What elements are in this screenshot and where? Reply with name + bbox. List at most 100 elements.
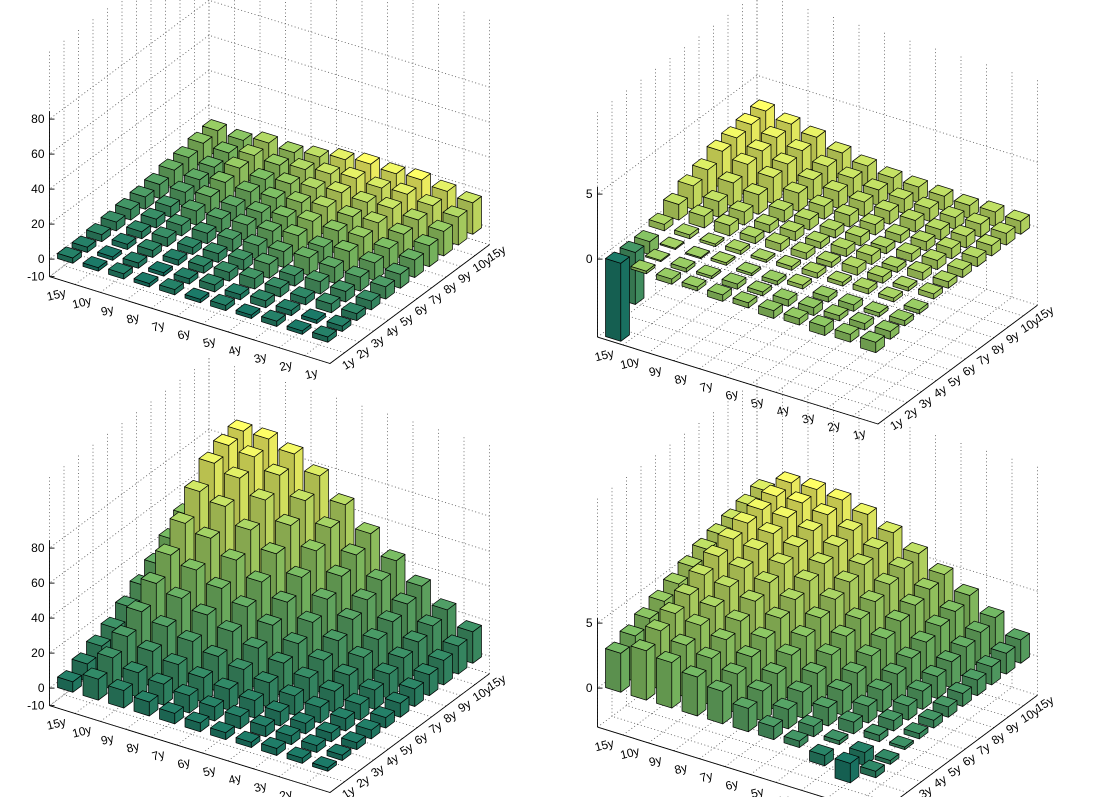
bar bbox=[754, 213, 779, 234]
y-tick-label: 2y bbox=[902, 404, 920, 423]
bar bbox=[768, 198, 794, 223]
x-tick-label: 1y bbox=[303, 365, 319, 382]
bar bbox=[681, 275, 707, 292]
bar bbox=[301, 733, 326, 753]
y-tick-label: 4y bbox=[931, 772, 949, 791]
bar bbox=[732, 291, 758, 309]
y-tick-label: 4y bbox=[931, 382, 949, 401]
x-tick-label: 10y bbox=[71, 722, 93, 740]
bar bbox=[910, 230, 936, 252]
y-tick-label: 6y bbox=[412, 729, 430, 748]
y-tick-label: 1y bbox=[339, 354, 357, 373]
bars bbox=[57, 119, 482, 343]
y-tick-label: 8y bbox=[989, 729, 1007, 748]
bar bbox=[177, 235, 202, 255]
bar bbox=[856, 243, 881, 265]
y-tick-label: 8y bbox=[441, 707, 459, 726]
y-tick-label: 6y bbox=[412, 300, 430, 319]
bar bbox=[184, 711, 210, 733]
y-tick-label: 9y bbox=[1003, 718, 1021, 737]
bar bbox=[250, 289, 275, 309]
x-tick-label: 6y bbox=[176, 326, 192, 343]
y-tick-label: 5y bbox=[397, 740, 415, 759]
y-axis-line bbox=[877, 304, 1038, 425]
bar bbox=[341, 731, 366, 751]
bar bbox=[290, 286, 315, 306]
x-tick-label: 8y bbox=[125, 739, 141, 756]
bar bbox=[399, 248, 424, 278]
bar bbox=[892, 275, 918, 292]
bar bbox=[823, 729, 849, 746]
bar bbox=[645, 248, 670, 263]
bar bbox=[688, 204, 714, 229]
bar bbox=[275, 298, 301, 317]
bar bbox=[976, 233, 1001, 257]
y-tick-label: 3y bbox=[916, 783, 934, 797]
bar bbox=[235, 730, 261, 748]
x-axis-line bbox=[597, 726, 825, 797]
bar bbox=[326, 743, 352, 761]
bar bbox=[261, 736, 286, 756]
bar bbox=[812, 285, 838, 303]
y-tick-label: 8y bbox=[441, 278, 459, 297]
y-tick-label: 5y bbox=[397, 311, 415, 330]
z-tick-label: 5 bbox=[586, 187, 593, 201]
bar bbox=[903, 722, 929, 740]
bar bbox=[173, 267, 199, 285]
bar bbox=[761, 269, 787, 286]
x-tick-label: 10y bbox=[619, 744, 641, 762]
bar bbox=[82, 256, 108, 272]
x-tick-label: 8y bbox=[673, 371, 689, 388]
x-tick-label: 7y bbox=[698, 378, 714, 395]
bar bbox=[849, 311, 874, 331]
bar bbox=[250, 714, 275, 738]
z-tick-label: 20 bbox=[31, 646, 45, 660]
bar bbox=[852, 277, 878, 295]
y-tick-label: 7y bbox=[974, 350, 992, 369]
z-tick-label: 20 bbox=[31, 217, 45, 231]
bar bbox=[750, 248, 776, 263]
x-tick-label: 15y bbox=[45, 715, 67, 733]
bar bbox=[210, 721, 235, 741]
bar bbox=[710, 251, 736, 266]
bar bbox=[889, 309, 914, 327]
bar bbox=[714, 213, 739, 237]
bar bbox=[355, 718, 381, 740]
bar bbox=[725, 239, 750, 255]
y-tick-label: 3y bbox=[368, 332, 386, 351]
y-axis-line bbox=[329, 244, 490, 364]
bar bbox=[630, 259, 656, 275]
bar bbox=[82, 667, 108, 701]
bar bbox=[838, 293, 863, 312]
bar bbox=[918, 708, 943, 729]
bar bbox=[721, 272, 747, 290]
y-tick-label: 2y bbox=[354, 772, 372, 791]
x-tick-label: 7y bbox=[150, 318, 166, 335]
z-tick-label: 0 bbox=[38, 681, 45, 695]
bar bbox=[188, 254, 213, 274]
bar bbox=[355, 289, 381, 311]
z-tick-label: 80 bbox=[31, 112, 45, 126]
bar bbox=[199, 695, 224, 722]
bar bbox=[663, 192, 688, 221]
bar bbox=[670, 256, 696, 273]
bar bbox=[605, 641, 630, 693]
bar bbox=[57, 670, 82, 693]
x-tick-label: 15y bbox=[45, 286, 67, 304]
bar bbox=[648, 212, 674, 232]
y-tick-label: 7y bbox=[426, 718, 444, 737]
bar bbox=[159, 278, 184, 296]
bar bbox=[889, 735, 914, 751]
bar bbox=[736, 261, 761, 277]
bar bbox=[921, 248, 947, 270]
bar bbox=[312, 756, 337, 772]
bar bbox=[860, 759, 885, 779]
bar bbox=[1005, 209, 1030, 235]
x-tick-label: 6y bbox=[176, 755, 192, 772]
y-tick-label: 7y bbox=[426, 289, 444, 308]
z-tick-label: 5 bbox=[586, 616, 593, 630]
y-tick-label: 4y bbox=[383, 322, 401, 341]
bar bbox=[239, 266, 264, 290]
bar bbox=[707, 283, 732, 302]
bar bbox=[805, 230, 830, 250]
